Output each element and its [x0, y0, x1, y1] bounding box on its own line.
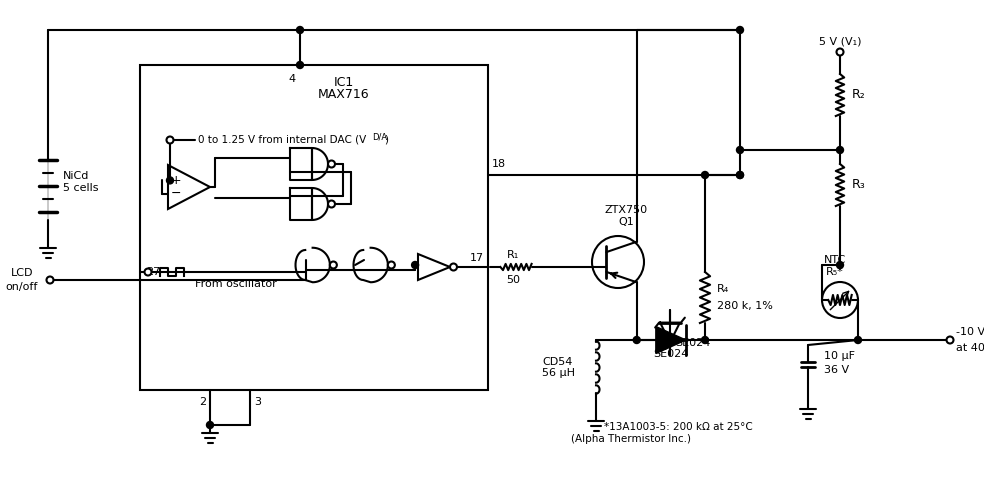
Circle shape: [666, 336, 673, 344]
Text: 280 k, 1%: 280 k, 1%: [717, 301, 772, 311]
Text: 50: 50: [507, 275, 521, 285]
Text: MAX716: MAX716: [318, 89, 370, 102]
Circle shape: [836, 48, 843, 56]
Text: CD54: CD54: [543, 357, 574, 367]
Polygon shape: [656, 327, 686, 353]
Text: 2: 2: [199, 397, 206, 407]
Text: 4: 4: [289, 74, 296, 84]
Text: 36 V: 36 V: [824, 365, 849, 375]
Circle shape: [145, 269, 152, 275]
Text: ZTX750: ZTX750: [604, 205, 647, 215]
Text: NTC: NTC: [824, 255, 846, 265]
Circle shape: [296, 27, 303, 33]
Circle shape: [854, 336, 862, 344]
Text: SE024: SE024: [653, 349, 689, 359]
Text: IC1: IC1: [334, 76, 354, 90]
Text: NiCd: NiCd: [63, 171, 90, 181]
Text: *13A1003-5: 200 kΩ at 25°C: *13A1003-5: 200 kΩ at 25°C: [604, 422, 753, 432]
Circle shape: [736, 27, 744, 33]
Circle shape: [634, 336, 641, 344]
Circle shape: [836, 261, 843, 269]
Text: +: +: [170, 174, 181, 187]
Circle shape: [388, 261, 395, 269]
Text: R₁: R₁: [508, 250, 520, 260]
Circle shape: [702, 336, 708, 344]
Text: From oscillator: From oscillator: [195, 279, 277, 289]
Text: on/off: on/off: [6, 282, 38, 292]
Circle shape: [207, 422, 214, 428]
Text: 3: 3: [254, 397, 261, 407]
Circle shape: [328, 200, 335, 208]
Text: -10 V to -15 V: -10 V to -15 V: [956, 327, 984, 337]
Text: 5 V (V₁): 5 V (V₁): [819, 37, 861, 47]
Circle shape: [328, 161, 335, 167]
Text: R₂: R₂: [852, 89, 866, 102]
Text: R₃: R₃: [852, 179, 866, 192]
Text: (Alpha Thermistor Inc.): (Alpha Thermistor Inc.): [571, 434, 691, 444]
Circle shape: [330, 261, 337, 269]
Text: at 40 mA (V₆): at 40 mA (V₆): [956, 343, 984, 353]
Text: R₄: R₄: [717, 284, 729, 294]
Circle shape: [411, 261, 418, 269]
Circle shape: [947, 336, 953, 344]
Bar: [140, 65, 488, 390]
Text: 18: 18: [492, 159, 506, 169]
Text: 5 cells: 5 cells: [63, 183, 98, 193]
Text: 27: 27: [146, 267, 160, 277]
Circle shape: [736, 171, 744, 179]
Circle shape: [450, 263, 457, 271]
Text: SE024: SE024: [675, 337, 710, 348]
Circle shape: [166, 177, 173, 184]
Text: 56 μH: 56 μH: [541, 368, 575, 378]
Circle shape: [736, 171, 744, 179]
Text: 17: 17: [470, 253, 484, 263]
Text: 10 μF: 10 μF: [824, 351, 855, 362]
Text: LCD: LCD: [11, 268, 33, 278]
Circle shape: [736, 147, 744, 153]
Text: ): ): [384, 135, 388, 145]
Circle shape: [836, 147, 843, 153]
Text: −: −: [171, 187, 181, 200]
Text: 0 to 1.25 V from internal DAC (V: 0 to 1.25 V from internal DAC (V: [198, 135, 366, 145]
Text: R₅*: R₅*: [827, 267, 844, 277]
Text: Q1: Q1: [618, 217, 634, 227]
Circle shape: [702, 171, 708, 179]
Circle shape: [166, 136, 173, 143]
Circle shape: [296, 61, 303, 69]
Circle shape: [46, 276, 53, 284]
Text: D/A: D/A: [372, 133, 387, 141]
